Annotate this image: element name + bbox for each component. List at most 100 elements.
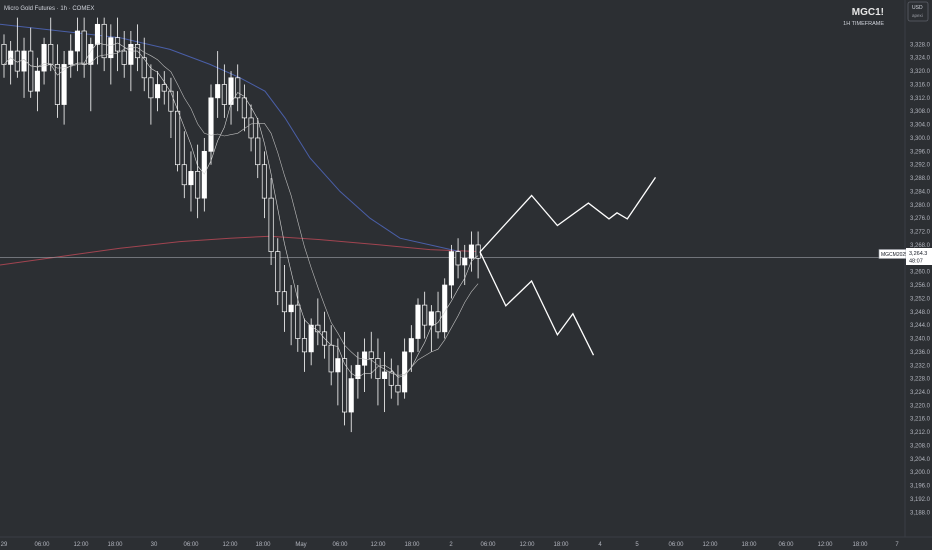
last-price-badge: 3,264.3 48:07 [906, 248, 932, 265]
price-tick-label: 3,236.0 [910, 350, 931, 356]
bearish-projection-path[interactable] [479, 251, 595, 356]
candle-body[interactable] [188, 171, 194, 186]
candle-body[interactable] [261, 164, 267, 199]
price-tick-label: 3,304.0 [910, 123, 931, 129]
candle-body[interactable] [41, 44, 47, 72]
candle-body[interactable] [248, 117, 254, 139]
candle-body[interactable] [21, 50, 27, 72]
candle-body[interactable] [215, 84, 221, 99]
time-tick-label: 29 [1, 542, 8, 548]
candle-body[interactable] [228, 77, 234, 105]
candle-body[interactable] [328, 344, 334, 373]
candle-body[interactable] [68, 50, 74, 65]
candle-body[interactable] [241, 97, 247, 119]
price-tick-label: 3,224.0 [910, 390, 931, 396]
candle-body[interactable] [362, 351, 368, 366]
candle-body[interactable] [455, 251, 461, 266]
candle-body[interactable] [28, 50, 34, 92]
candle-body[interactable] [195, 171, 201, 199]
candle-body[interactable] [108, 37, 114, 59]
candle-body[interactable] [415, 304, 421, 339]
candle-body[interactable] [168, 90, 174, 112]
candle-body[interactable] [181, 164, 187, 186]
bullish-projection-path[interactable] [479, 177, 657, 253]
candle-body[interactable] [114, 37, 121, 52]
candle-body[interactable] [275, 251, 281, 293]
candle-body[interactable] [161, 84, 167, 92]
time-tick-label: 18:00 [255, 542, 271, 548]
candle-body[interactable] [428, 311, 434, 326]
time-tick-label: 06:00 [778, 542, 794, 548]
candle-body[interactable] [301, 338, 308, 353]
candle-body[interactable] [388, 371, 394, 386]
candle-body[interactable] [368, 351, 374, 359]
candle-body[interactable] [235, 77, 241, 99]
candle-body[interactable] [348, 378, 354, 413]
candle-body[interactable] [54, 64, 60, 105]
instrument-title: Micro Gold Futures · 1h · COMEX [4, 6, 94, 12]
contract-badge: MGCM2025 [878, 249, 908, 259]
candle-body[interactable] [408, 338, 414, 353]
candle-body[interactable] [442, 284, 448, 333]
time-tick-label: 06:00 [332, 542, 348, 548]
candle-body[interactable] [335, 358, 341, 373]
candle-body[interactable] [435, 311, 441, 333]
time-tick-label: 12:00 [222, 542, 238, 548]
candle-body[interactable] [402, 351, 408, 393]
price-tick-label: 3,200.0 [910, 470, 931, 476]
candle-body[interactable] [74, 30, 81, 52]
candle-body[interactable] [422, 304, 428, 326]
candle-body[interactable] [128, 44, 134, 65]
candle-body[interactable] [281, 291, 288, 313]
candle-body[interactable] [175, 110, 181, 166]
time-tick-label: 30 [151, 542, 158, 548]
candle-body[interactable] [395, 384, 401, 393]
candle-body[interactable] [315, 324, 321, 333]
candle-body[interactable] [221, 84, 227, 105]
candle-body[interactable] [475, 244, 481, 259]
candle-body[interactable] [255, 137, 261, 166]
candle-body[interactable] [81, 30, 87, 65]
candle-body[interactable] [61, 64, 67, 105]
candle-body[interactable] [308, 324, 314, 353]
price-tick-label: 3,300.0 [910, 136, 931, 142]
candle-body[interactable] [288, 304, 294, 313]
candle-body[interactable] [201, 150, 207, 199]
candle-body[interactable] [462, 257, 468, 266]
timeframe-label: 1H TIMEFRAME [843, 21, 884, 27]
ma-mid-line [3, 46, 479, 376]
candle-body[interactable] [88, 44, 94, 65]
plot-area[interactable] [0, 17, 905, 433]
candle-body[interactable] [448, 251, 454, 286]
candle-body[interactable] [268, 197, 274, 252]
time-axis[interactable]: 29 06:00 12:00 18:00 30 06:00 12:00 18:00 May 06:… [1, 542, 900, 548]
candle-body[interactable] [468, 244, 474, 259]
candle-body[interactable] [382, 371, 388, 379]
candle-body[interactable] [355, 364, 361, 379]
candle-body[interactable] [121, 50, 127, 65]
candle-body[interactable] [48, 44, 54, 65]
candle-body[interactable] [375, 358, 381, 379]
price-tick-label: 3,204.0 [910, 457, 931, 463]
currency-selector[interactable]: USD apexi [907, 1, 929, 22]
candle-body[interactable] [1, 44, 7, 65]
candle-body[interactable] [94, 23, 101, 45]
price-tick-label: 3,208.0 [910, 443, 931, 449]
candle-body[interactable] [155, 84, 161, 99]
price-axis[interactable]: 3,188.0 3,192.0 3,196.0 3,200.0 3,204.0 3,208… [910, 42, 931, 516]
candle-body[interactable] [208, 97, 214, 152]
candle-body[interactable] [101, 23, 107, 59]
time-tick-label: 18:00 [852, 542, 868, 548]
candle-body[interactable] [148, 77, 154, 99]
last-price: 3,264.3 [909, 251, 927, 257]
currency-sub-label: apexi [912, 13, 923, 18]
ma-200-line [0, 235, 481, 266]
candle-body[interactable] [141, 57, 147, 79]
candle-body[interactable] [34, 70, 40, 92]
candle-body[interactable] [341, 358, 348, 413]
price-tick-label: 3,284.0 [910, 189, 931, 195]
price-tick-label: 3,272.0 [910, 230, 931, 236]
candle-body[interactable] [295, 304, 301, 339]
time-tick-label: 06:00 [668, 542, 684, 548]
